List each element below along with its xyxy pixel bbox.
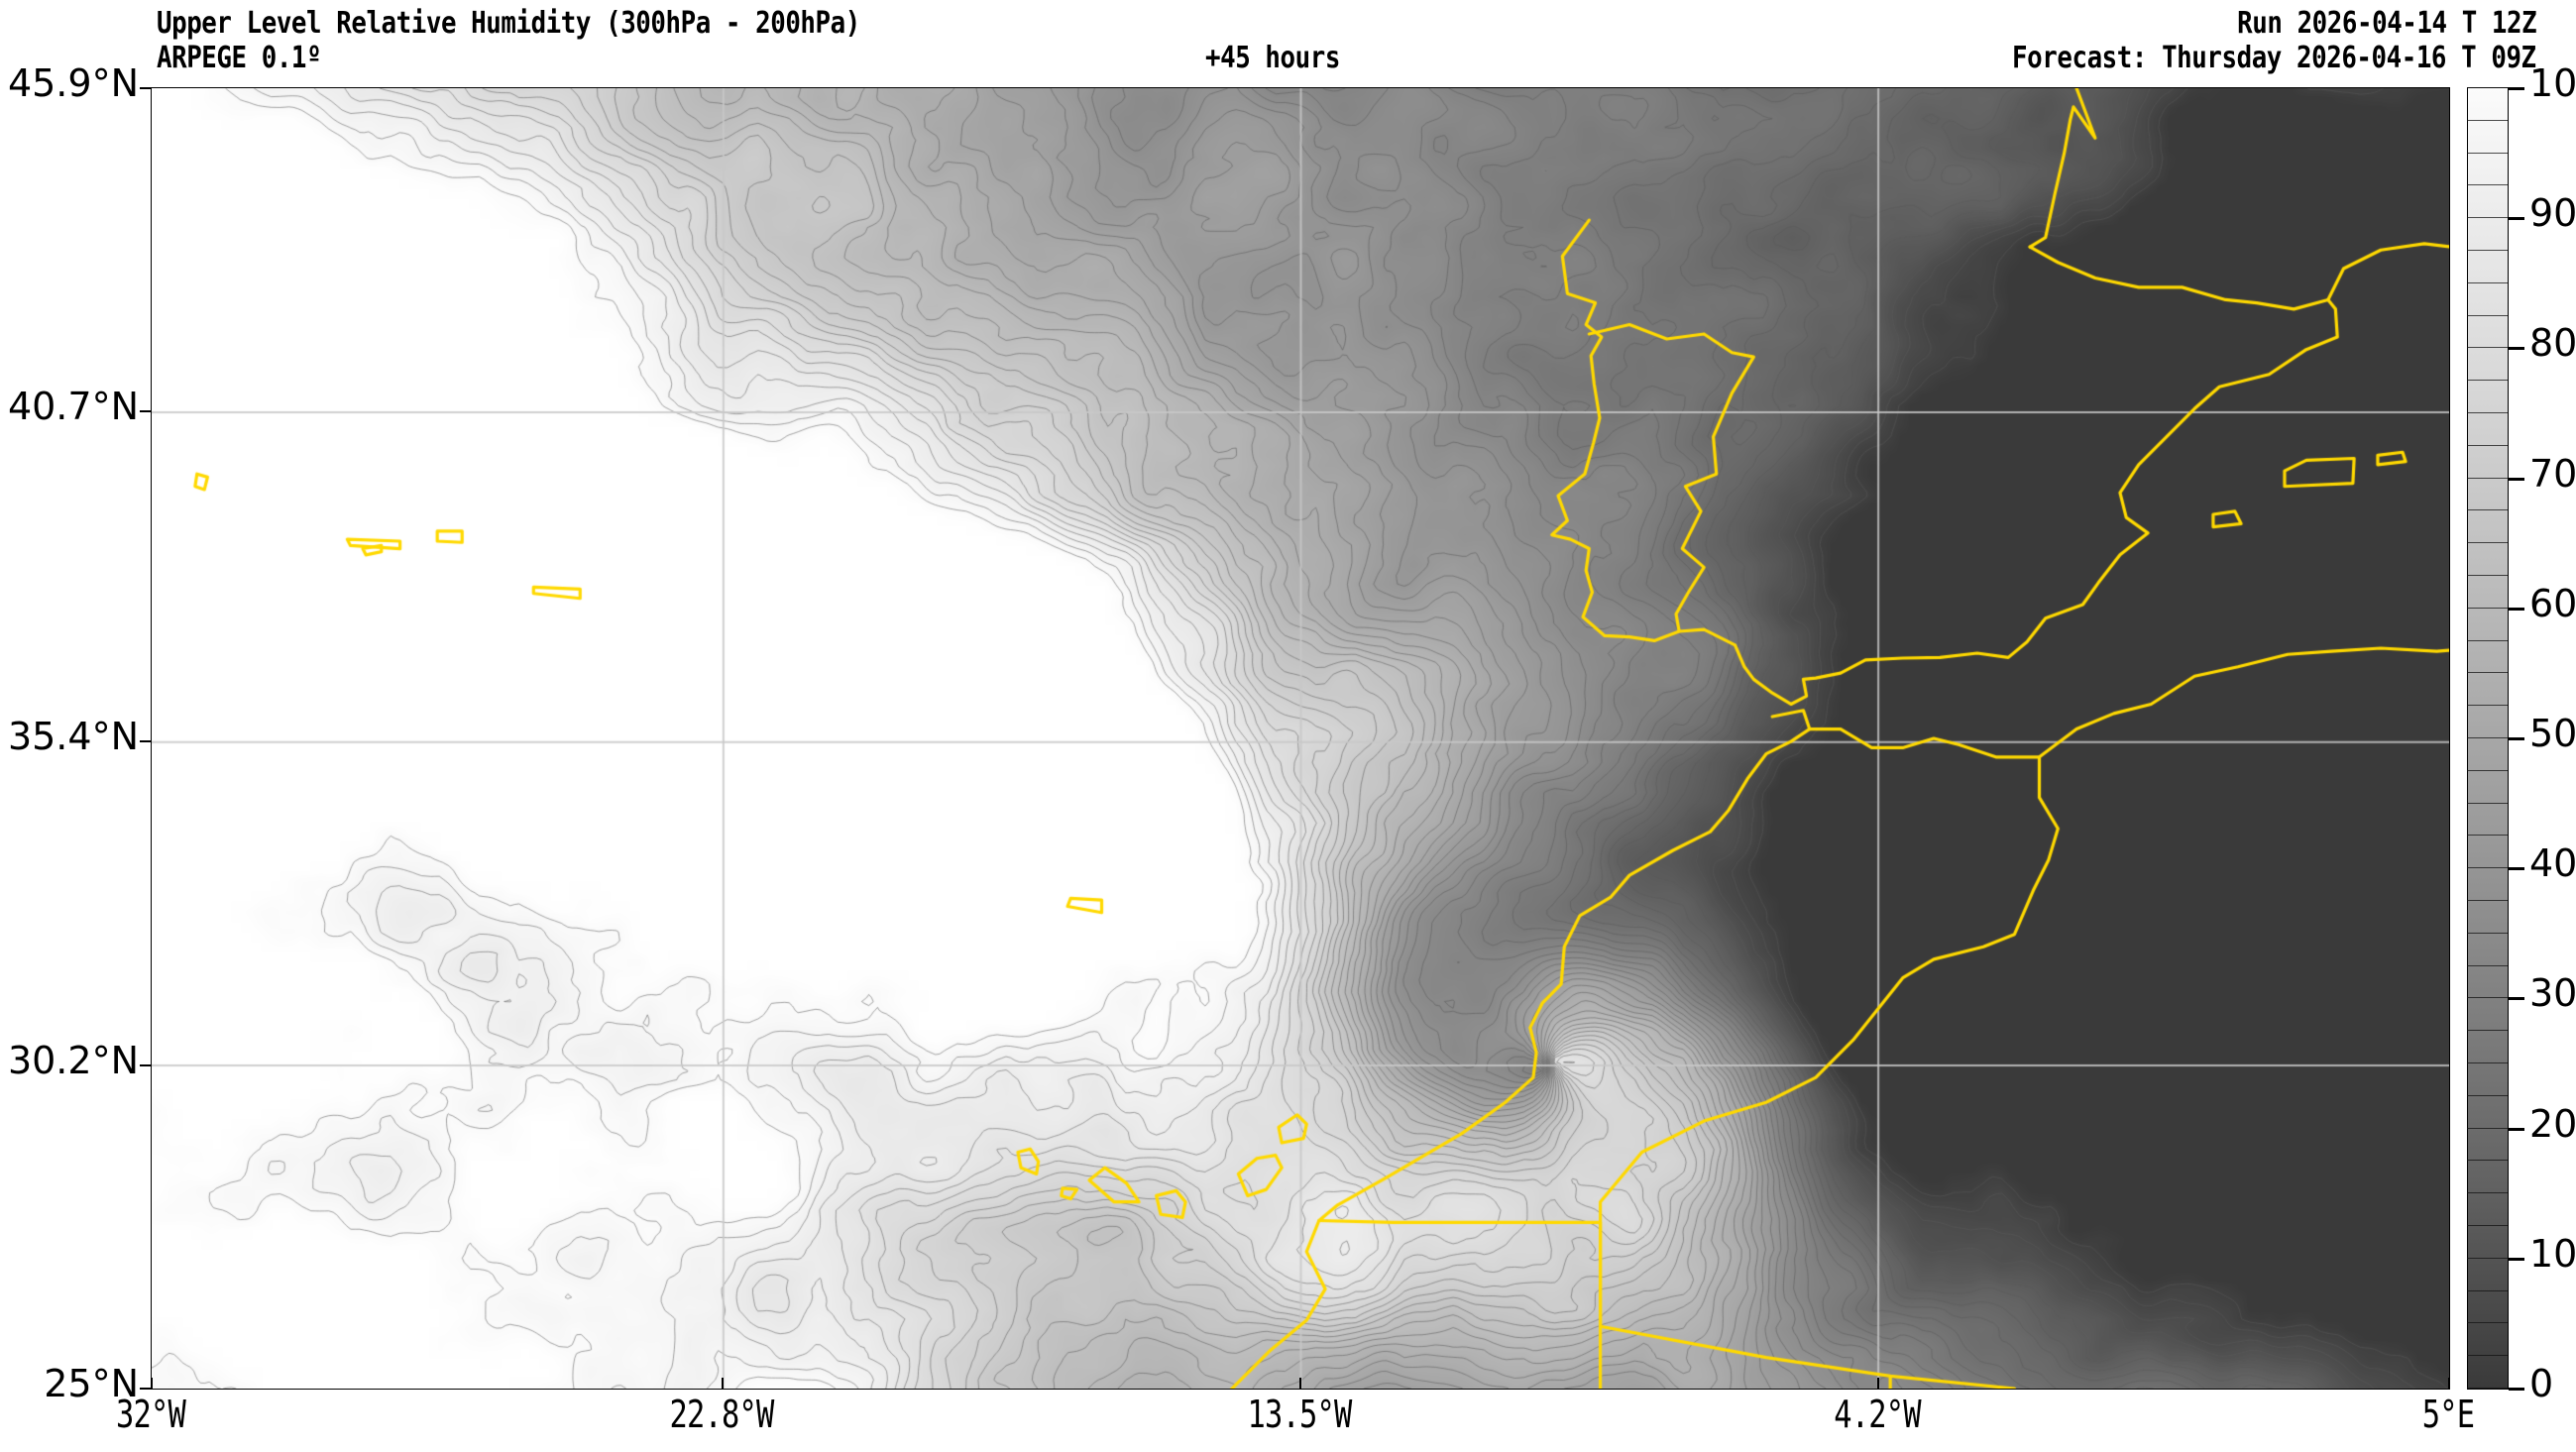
- colorbar-minor-tick: [2467, 347, 2508, 349]
- colorbar-minor-tick: [2467, 575, 2508, 576]
- colorbar-tick-mark: [2509, 1127, 2524, 1131]
- colorbar-minor-tick: [2467, 1388, 2508, 1389]
- colorbar-minor-tick: [2467, 281, 2508, 283]
- colorbar-minor-tick: [2467, 380, 2508, 382]
- colorbar-minor-tick: [2467, 1192, 2508, 1194]
- longitude-tick-label: 13.5°W: [1247, 1393, 1352, 1436]
- colorbar-minor-tick: [2467, 607, 2508, 609]
- map-title: Upper Level Relative Humidity (300hPa - …: [157, 6, 860, 41]
- colorbar-minor-tick: [2467, 1094, 2508, 1096]
- colorbar-minor-tick: [2467, 217, 2508, 219]
- latitude-tick-label: 35.4°N: [7, 715, 139, 759]
- colorbar-tick-label: 40: [2529, 841, 2576, 886]
- longitude-tick-mark: [1876, 1378, 1879, 1389]
- colorbar-minor-tick: [2467, 900, 2508, 901]
- colorbar-minor-tick: [2467, 1355, 2508, 1357]
- colorbar-minor-tick: [2467, 1062, 2508, 1063]
- latitude-tick-label: 30.2°N: [7, 1038, 139, 1082]
- colorbar-minor-tick: [2467, 639, 2508, 641]
- latitude-tick-mark: [140, 1388, 151, 1390]
- longitude-tick-mark: [151, 1378, 153, 1389]
- run-time-label: Run 2026-04-14 T 12Z: [2236, 6, 2536, 41]
- humidity-field-canvas: [152, 88, 2449, 1389]
- colorbar-minor-tick: [2467, 1257, 2508, 1259]
- colorbar-tick-label: 10: [2529, 1231, 2576, 1276]
- colorbar-minor-tick: [2467, 932, 2508, 934]
- colorbar-minor-tick: [2467, 802, 2508, 804]
- longitude-tick-label: 22.8°W: [669, 1393, 775, 1436]
- colorbar-tick-label: 60: [2529, 581, 2576, 625]
- colorbar-tick-mark: [2509, 347, 2524, 351]
- longitude-tick-mark: [2448, 1378, 2450, 1389]
- colorbar-minor-tick: [2467, 1289, 2508, 1291]
- colorbar-minor-tick: [2467, 152, 2508, 154]
- colorbar-minor-tick: [2467, 1225, 2508, 1226]
- latitude-tick-label: 40.7°N: [7, 385, 139, 429]
- map-plot-area[interactable]: [151, 87, 2450, 1390]
- colorbar-minor-tick: [2467, 769, 2508, 771]
- latitude-tick-mark: [140, 740, 151, 743]
- colorbar-minor-tick: [2467, 1160, 2508, 1162]
- colorbar-minor-tick: [2467, 705, 2508, 707]
- colorbar-minor-tick: [2467, 964, 2508, 966]
- colorbar-minor-tick: [2467, 87, 2508, 88]
- longitude-tick-mark: [722, 1378, 725, 1389]
- colorbar-minor-tick: [2467, 672, 2508, 674]
- colorbar-tick-mark: [2509, 1388, 2524, 1391]
- colorbar-gradient: [2468, 88, 2508, 1389]
- colorbar-minor-tick: [2467, 1322, 2508, 1324]
- colorbar-tick-label: 100: [2529, 61, 2576, 105]
- colorbar-tick-label: 80: [2529, 321, 2576, 366]
- colorbar-minor-tick: [2467, 250, 2508, 251]
- colorbar-minor-tick: [2467, 444, 2508, 446]
- colorbar-minor-tick: [2467, 1127, 2508, 1129]
- colorbar-tick-mark: [2509, 1257, 2524, 1261]
- valid-time-label: Forecast: Thursday 2026-04-16 T 09Z: [2012, 41, 2536, 75]
- colorbar-minor-tick: [2467, 997, 2508, 999]
- colorbar-tick-label: 0: [2529, 1362, 2554, 1405]
- longitude-tick-mark: [1299, 1378, 1301, 1389]
- colorbar-tick-label: 20: [2529, 1101, 2576, 1146]
- colorbar-minor-tick: [2467, 1030, 2508, 1032]
- colorbar-tick-label: 30: [2529, 971, 2576, 1016]
- latitude-tick-label: 45.9°N: [7, 61, 139, 105]
- colorbar-minor-tick: [2467, 542, 2508, 544]
- colorbar-minor-tick: [2467, 737, 2508, 738]
- colorbar-tick-mark: [2509, 477, 2524, 481]
- colorbar-minor-tick: [2467, 119, 2508, 121]
- colorbar-tick-mark: [2509, 87, 2524, 90]
- longitude-tick-label: 32°W: [115, 1393, 186, 1436]
- colorbar-tick-mark: [2509, 217, 2524, 221]
- colorbar-tick-mark: [2509, 607, 2524, 611]
- colorbar-minor-tick: [2467, 509, 2508, 511]
- latitude-tick-mark: [140, 1063, 151, 1066]
- longitude-tick-label: 4.2°W: [1833, 1393, 1921, 1436]
- colorbar-tick-label: 70: [2529, 451, 2576, 496]
- forecast-step-label: +45 hours: [1205, 41, 1340, 75]
- colorbar-minor-tick: [2467, 867, 2508, 869]
- latitude-tick-mark: [140, 410, 151, 413]
- colorbar: [2467, 87, 2509, 1390]
- colorbar-minor-tick: [2467, 835, 2508, 837]
- colorbar-minor-tick: [2467, 412, 2508, 413]
- longitude-tick-label: 5°E: [2421, 1393, 2475, 1436]
- latitude-tick-label: 25°N: [44, 1362, 139, 1405]
- model-label: ARPEGE 0.1º: [157, 41, 322, 75]
- colorbar-minor-tick: [2467, 477, 2508, 479]
- colorbar-tick-mark: [2509, 737, 2524, 740]
- colorbar-minor-tick: [2467, 314, 2508, 316]
- colorbar-tick-mark: [2509, 997, 2524, 1001]
- colorbar-tick-label: 90: [2529, 191, 2576, 236]
- latitude-tick-mark: [140, 87, 151, 89]
- colorbar-minor-tick: [2467, 184, 2508, 186]
- colorbar-tick-mark: [2509, 867, 2524, 871]
- colorbar-tick-label: 50: [2529, 712, 2576, 755]
